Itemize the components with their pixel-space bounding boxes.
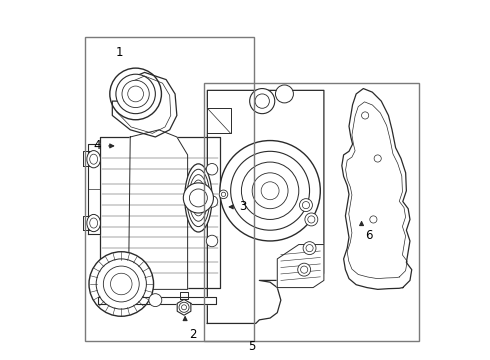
Circle shape bbox=[305, 213, 318, 226]
Circle shape bbox=[89, 252, 153, 316]
Circle shape bbox=[183, 183, 214, 213]
Circle shape bbox=[374, 155, 381, 162]
Text: 2: 2 bbox=[189, 328, 197, 341]
Ellipse shape bbox=[90, 218, 98, 228]
Circle shape bbox=[181, 305, 187, 310]
Polygon shape bbox=[83, 151, 93, 166]
Text: 3: 3 bbox=[239, 201, 246, 213]
Circle shape bbox=[206, 163, 218, 175]
Polygon shape bbox=[112, 72, 177, 137]
Circle shape bbox=[221, 192, 225, 197]
Polygon shape bbox=[207, 108, 231, 134]
Text: 1: 1 bbox=[116, 46, 123, 59]
Circle shape bbox=[299, 199, 313, 212]
Circle shape bbox=[303, 242, 316, 255]
Text: 5: 5 bbox=[248, 340, 256, 353]
Polygon shape bbox=[180, 292, 188, 300]
Ellipse shape bbox=[87, 215, 100, 231]
Circle shape bbox=[302, 202, 310, 209]
Ellipse shape bbox=[189, 175, 208, 221]
Circle shape bbox=[300, 266, 308, 273]
Circle shape bbox=[190, 189, 207, 207]
Circle shape bbox=[261, 182, 279, 200]
Circle shape bbox=[362, 112, 368, 119]
Circle shape bbox=[219, 190, 228, 199]
Circle shape bbox=[111, 273, 132, 295]
Circle shape bbox=[231, 151, 310, 230]
Polygon shape bbox=[207, 90, 324, 323]
Circle shape bbox=[110, 68, 161, 120]
Circle shape bbox=[116, 74, 155, 114]
Text: 4: 4 bbox=[94, 139, 101, 152]
Circle shape bbox=[275, 85, 294, 103]
Circle shape bbox=[128, 86, 144, 102]
Polygon shape bbox=[100, 137, 220, 288]
Polygon shape bbox=[177, 300, 191, 315]
Circle shape bbox=[255, 94, 270, 108]
Circle shape bbox=[149, 294, 162, 307]
Ellipse shape bbox=[87, 150, 100, 168]
Ellipse shape bbox=[185, 164, 212, 232]
Circle shape bbox=[103, 266, 139, 302]
Ellipse shape bbox=[187, 169, 210, 226]
Bar bbox=[85, 37, 254, 341]
Circle shape bbox=[250, 89, 275, 114]
Bar bbox=[204, 83, 419, 341]
Polygon shape bbox=[98, 297, 216, 304]
Circle shape bbox=[298, 263, 311, 276]
Ellipse shape bbox=[194, 185, 203, 211]
Circle shape bbox=[252, 173, 288, 209]
Circle shape bbox=[206, 196, 218, 207]
Circle shape bbox=[179, 302, 189, 312]
Ellipse shape bbox=[90, 154, 98, 164]
Text: 6: 6 bbox=[365, 229, 372, 242]
Circle shape bbox=[96, 259, 147, 309]
Polygon shape bbox=[128, 130, 188, 289]
Circle shape bbox=[122, 80, 149, 108]
Polygon shape bbox=[83, 216, 93, 230]
Circle shape bbox=[206, 235, 218, 247]
Ellipse shape bbox=[191, 180, 205, 216]
Circle shape bbox=[242, 162, 299, 220]
Circle shape bbox=[306, 244, 313, 252]
Circle shape bbox=[370, 216, 377, 223]
Circle shape bbox=[220, 140, 320, 241]
Polygon shape bbox=[342, 89, 412, 289]
Polygon shape bbox=[88, 144, 100, 234]
Circle shape bbox=[308, 216, 315, 223]
Polygon shape bbox=[277, 244, 324, 288]
